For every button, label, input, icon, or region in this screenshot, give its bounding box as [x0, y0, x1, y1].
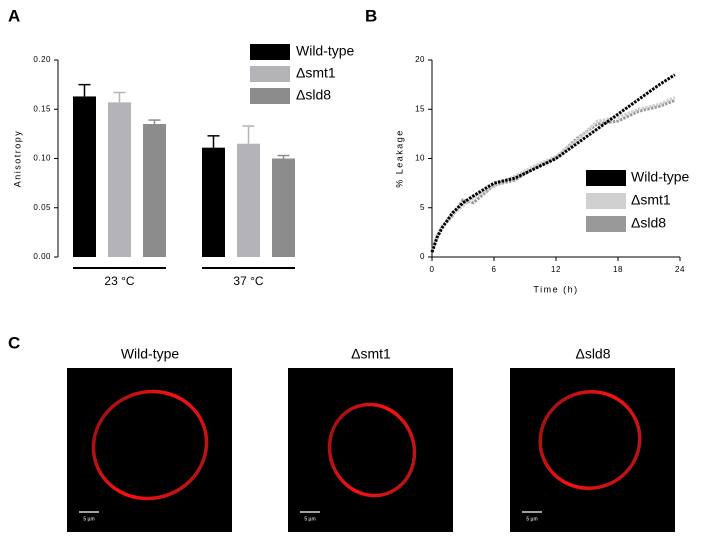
bar	[237, 143, 260, 257]
scale-bar-label: 5 µm	[83, 516, 94, 522]
y-tick-label: 0.05	[33, 203, 51, 212]
legend-swatch	[250, 88, 290, 104]
scale-bar-label: 5 µm	[304, 516, 315, 522]
bar	[73, 96, 96, 257]
micrograph	[288, 368, 453, 532]
y-tick-label: 0	[420, 252, 425, 261]
legend-label: Δsld8	[631, 215, 666, 231]
image-label: Wild-type	[121, 346, 180, 362]
line	[430, 73, 676, 253]
x-tick-label: 24	[675, 265, 685, 274]
x-axis-title: Time (h)	[533, 284, 578, 294]
legend-swatch	[586, 216, 626, 232]
micrograph	[510, 368, 675, 532]
panel-label: A	[8, 6, 20, 25]
x-tick-label: 18	[613, 265, 623, 274]
legend-swatch	[250, 66, 290, 82]
legend-label: Wild-type	[296, 43, 355, 59]
image-label: Δsld8	[575, 346, 610, 362]
legend-swatch	[586, 170, 626, 186]
x-tick-label: 0	[430, 265, 435, 274]
y-tick-label: 0.00	[33, 252, 51, 261]
bar	[202, 147, 225, 257]
image-label: Δsmt1	[351, 346, 391, 362]
y-axis-title: % Leakage	[394, 129, 404, 188]
x-tick-label: 6	[492, 265, 497, 274]
y-tick-label: 15	[415, 104, 425, 113]
x-tick-label: 37 °C	[233, 274, 263, 288]
vesicle-ring	[91, 389, 209, 501]
x-tick-label: 23 °C	[104, 274, 134, 288]
legend-swatch	[250, 44, 290, 60]
y-tick-label: 0.10	[33, 154, 51, 163]
panel-label: C	[8, 333, 20, 352]
bar	[143, 124, 166, 258]
legend-label: Δsmt1	[296, 65, 336, 81]
panel-label: B	[365, 6, 377, 25]
bar	[108, 102, 131, 257]
y-tick-label: 10	[415, 154, 425, 163]
legend-swatch	[586, 193, 626, 209]
y-tick-label: 5	[420, 203, 425, 212]
x-tick-label: 12	[551, 265, 561, 274]
legend-label: Wild-type	[631, 169, 690, 185]
y-axis-title: Anisotropy	[12, 130, 22, 188]
legend-label: Δsmt1	[631, 192, 671, 208]
y-tick-label: 0.20	[33, 55, 51, 64]
bar	[272, 158, 295, 257]
legend-label: Δsld8	[296, 87, 331, 103]
y-tick-label: 20	[415, 55, 425, 64]
vesicle-ring	[327, 402, 417, 498]
scale-bar-label: 5 µm	[526, 516, 537, 522]
y-tick-label: 0.15	[33, 104, 51, 113]
vesicle-ring	[538, 390, 642, 490]
